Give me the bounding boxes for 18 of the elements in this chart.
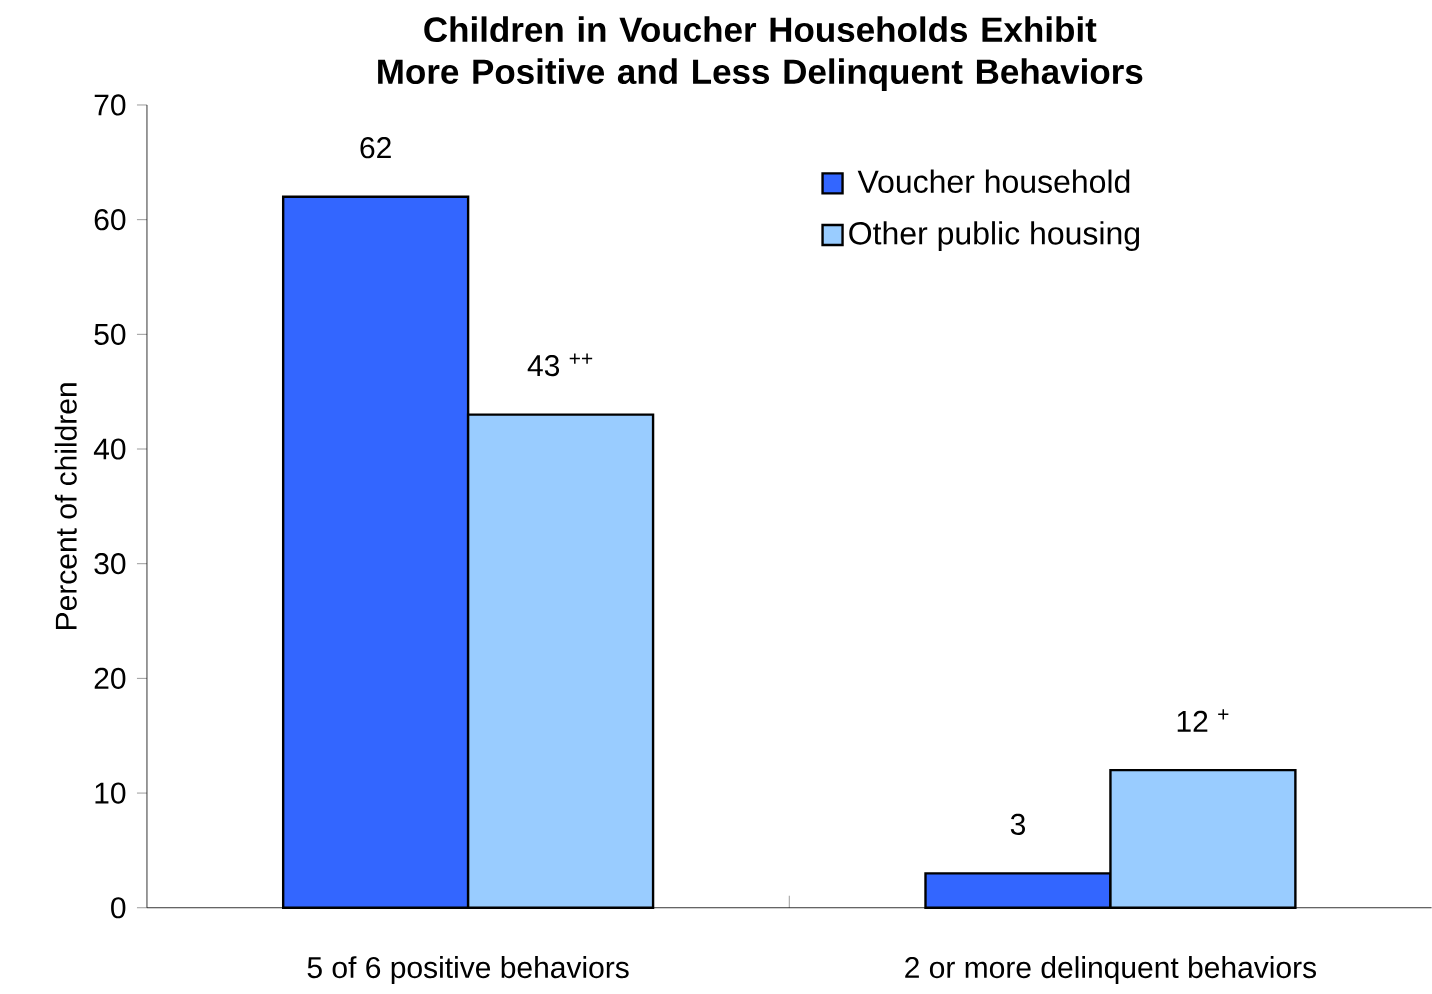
y-tick-label: 40 (93, 438, 126, 460)
y-tick-label: 70 (94, 94, 126, 116)
data-label: 43 $^{++}$ (527, 353, 593, 377)
y-tick-label: 30 (94, 553, 126, 575)
y-tick-label: 50 (94, 323, 126, 345)
x-tick-label: 2 or more delinquent behaviors (905, 956, 1316, 985)
data-label: 12 $^{+}$ (1177, 709, 1229, 732)
y-tick-label: 20 (94, 667, 126, 689)
data-label: 62 (360, 137, 391, 159)
y-axis-title: Percent of children (54, 383, 77, 629)
legend-label: Other public housing (849, 221, 1140, 251)
y-tick-label: 0 (111, 897, 126, 919)
x-tick-label: 5 of 6 positive behaviors (307, 956, 629, 985)
chart-title: Children in Voucher Households Exhibit More Positive and Less Delinquent Behaviors (378, 16, 1143, 91)
y-tick-label: 10 (95, 782, 126, 804)
legend-label: Voucher household (857, 169, 1130, 193)
data-label: 3 (1010, 813, 1025, 835)
y-tick-label: 60 (94, 209, 126, 231)
